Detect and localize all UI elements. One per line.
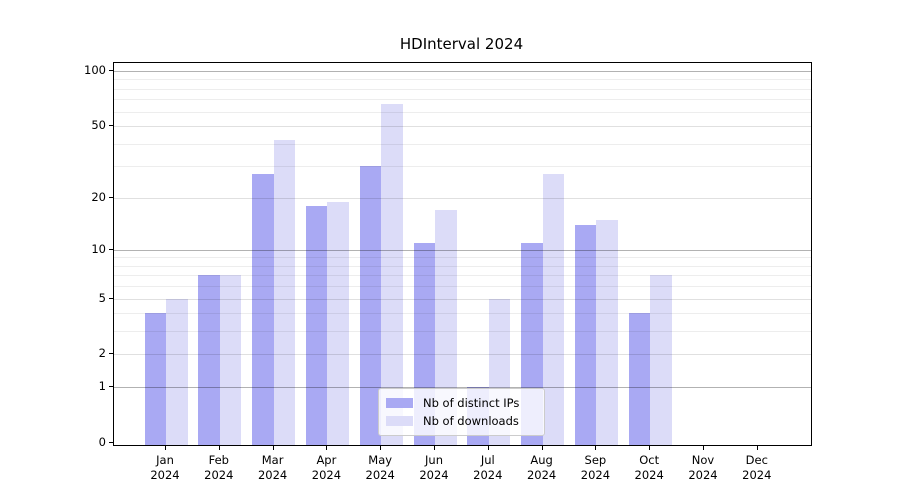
gridline-minor-y-3	[114, 331, 811, 333]
y-tick-label-10: 10	[91, 241, 106, 256]
gridline-minor-y-4	[114, 313, 811, 315]
plot-area	[113, 62, 812, 446]
gridline-mid-y-2	[114, 354, 811, 356]
gridline-minor-y-8	[114, 265, 811, 267]
y-tick-label-2: 2	[98, 346, 106, 361]
y-tick-mark-0	[109, 442, 113, 443]
y-tick-label-0: 0	[98, 435, 106, 449]
bar-nb-of-downloads-sep-2024	[596, 219, 618, 445]
y-tick-label-1: 1	[98, 379, 106, 394]
bar-nb-of-distinct-ips-jan-2024	[144, 313, 166, 445]
gridline-minor-y-60	[114, 111, 811, 113]
bar-nb-of-distinct-ips-may-2024	[359, 166, 382, 445]
bar-nb-of-downloads-aug-2024	[542, 174, 565, 445]
gridline-mid-y-50	[114, 126, 811, 128]
bar-nb-of-downloads-jan-2024	[166, 298, 188, 445]
gridline-minor-y-90	[114, 79, 811, 81]
x-tick-label-jan-2024: Jan 2024	[150, 453, 180, 482]
gridline-minor-y-70	[114, 99, 811, 101]
bar-nb-of-downloads-apr-2024	[327, 201, 349, 445]
legend-item-nb-of-distinct-ips: Nb of distinct IPs	[379, 396, 544, 411]
y-tick-label-50: 50	[91, 118, 106, 133]
x-tick-mark-nov-2024	[703, 446, 704, 450]
x-tick-label-apr-2024: Apr 2024	[311, 453, 342, 482]
bar-nb-of-distinct-ips-apr-2024	[305, 205, 328, 445]
x-tick-mark-aug-2024	[541, 446, 543, 450]
gridline-minor-y-7	[114, 275, 811, 277]
x-tick-label-jun-2024: Jun 2024	[419, 453, 449, 482]
x-tick-label-oct-2024: Oct 2024	[634, 453, 664, 482]
x-tick-mark-apr-2024	[326, 446, 328, 450]
y-tick-mark-1	[109, 386, 113, 388]
y-tick-mark-10	[109, 248, 113, 250]
chart-title: HDInterval 2024	[399, 35, 524, 53]
legend-label-nb-of-downloads: Nb of downloads	[423, 414, 519, 428]
x-tick-label-jul-2024: Jul 2024	[473, 453, 503, 482]
x-tick-mark-dec-2024	[756, 446, 758, 450]
bar-nb-of-downloads-mar-2024	[273, 139, 296, 445]
gridline-mid-y-5	[114, 298, 811, 300]
x-tick-label-may-2024: May 2024	[365, 453, 395, 482]
y-tick-label-5: 5	[98, 290, 106, 305]
bar-nb-of-distinct-ips-feb-2024	[198, 275, 220, 445]
y-tick-mark-100	[109, 70, 113, 71]
x-tick-mark-feb-2024	[218, 446, 220, 450]
gridline-mid-y-20	[114, 197, 811, 199]
legend-swatch-nb-of-downloads	[386, 416, 413, 426]
gridline-major-y-100	[114, 71, 811, 72]
bar-nb-of-distinct-ips-oct-2024	[628, 313, 651, 445]
y-tick-mark-2	[109, 353, 113, 355]
x-tick-mark-jul-2024	[487, 446, 489, 450]
bar-nb-of-downloads-may-2024	[381, 104, 403, 445]
bar-nb-of-distinct-ips-sep-2024	[574, 224, 597, 445]
x-tick-label-mar-2024: Mar 2024	[257, 453, 288, 482]
y-tick-mark-50	[109, 125, 113, 127]
bar-nb-of-distinct-ips-mar-2024	[252, 174, 274, 445]
x-tick-mark-mar-2024	[272, 446, 274, 450]
bar-nb-of-downloads-oct-2024	[650, 275, 672, 445]
bar-nb-of-downloads-jun-2024	[435, 210, 457, 445]
gridline-minor-y-6	[114, 286, 811, 288]
y-tick-mark-20	[109, 196, 113, 198]
y-tick-mark-5	[109, 297, 113, 299]
x-tick-mark-oct-2024	[649, 446, 651, 450]
x-tick-label-nov-2024: Nov 2024	[688, 453, 718, 482]
bar-nb-of-downloads-feb-2024	[219, 275, 242, 445]
gridline-minor-y-40	[114, 143, 811, 145]
x-tick-label-sep-2024: Sep 2024	[580, 453, 611, 482]
x-tick-mark-jun-2024	[434, 446, 435, 450]
gridline-minor-y-30	[114, 166, 811, 168]
y-tick-label-100: 100	[84, 63, 106, 77]
x-tick-label-aug-2024: Aug 2024	[526, 453, 557, 482]
legend-item-nb-of-downloads: Nb of downloads	[379, 414, 544, 429]
x-tick-mark-jan-2024	[165, 446, 166, 450]
gridline-minor-y-9	[114, 257, 811, 259]
x-tick-mark-may-2024	[380, 446, 382, 450]
y-tick-label-20: 20	[91, 189, 106, 204]
gridline-major-y-10	[114, 249, 811, 251]
gridline-major-y-1	[114, 387, 811, 389]
legend: Nb of distinct IPs Nb of downloads	[378, 388, 545, 436]
legend-label-nb-of-distinct-ips: Nb of distinct IPs	[423, 396, 520, 410]
x-tick-label-feb-2024: Feb 2024	[204, 453, 234, 482]
legend-swatch-nb-of-distinct-ips	[386, 398, 413, 408]
x-tick-mark-sep-2024	[595, 446, 597, 450]
gridline-minor-y-80	[114, 88, 811, 90]
x-tick-label-dec-2024: Dec 2024	[742, 453, 772, 482]
